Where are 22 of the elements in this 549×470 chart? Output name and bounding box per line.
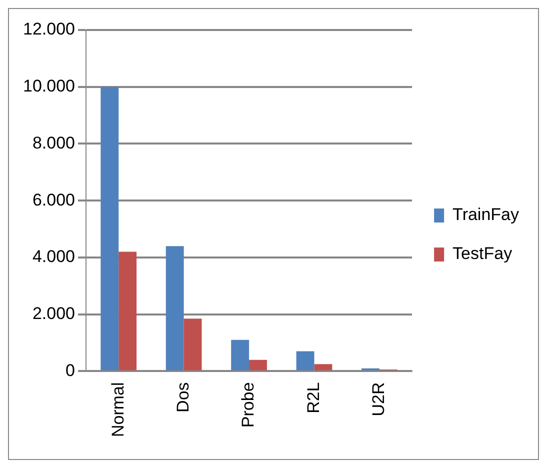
legend-label: TrainFay: [452, 205, 520, 224]
x-tick-label: Normal: [108, 382, 128, 438]
bar: [231, 340, 250, 370]
bar: [118, 252, 137, 370]
x-tick-label: Dos: [174, 382, 193, 412]
bar: [296, 351, 314, 370]
y-tick-label: 2.000: [32, 304, 75, 324]
y-tick-label: 0: [66, 360, 75, 380]
legend-label: TestFay: [452, 244, 513, 264]
y-tick-label: 4.000: [32, 247, 75, 266]
x-tick-label: U2R: [369, 382, 388, 416]
y-tick-label: 12.000: [22, 20, 75, 39]
y-tick-label: 6.000: [32, 190, 75, 210]
y-tick-label: 8.000: [32, 133, 75, 152]
bar: [166, 246, 184, 370]
bar: [314, 364, 332, 370]
bar: [100, 86, 119, 370]
x-tick-label: R2L: [304, 382, 323, 414]
y-tick-label: 10.000: [22, 76, 75, 96]
bar: [184, 318, 202, 370]
bar: [249, 360, 267, 370]
x-tick-label: Probe: [238, 382, 258, 428]
